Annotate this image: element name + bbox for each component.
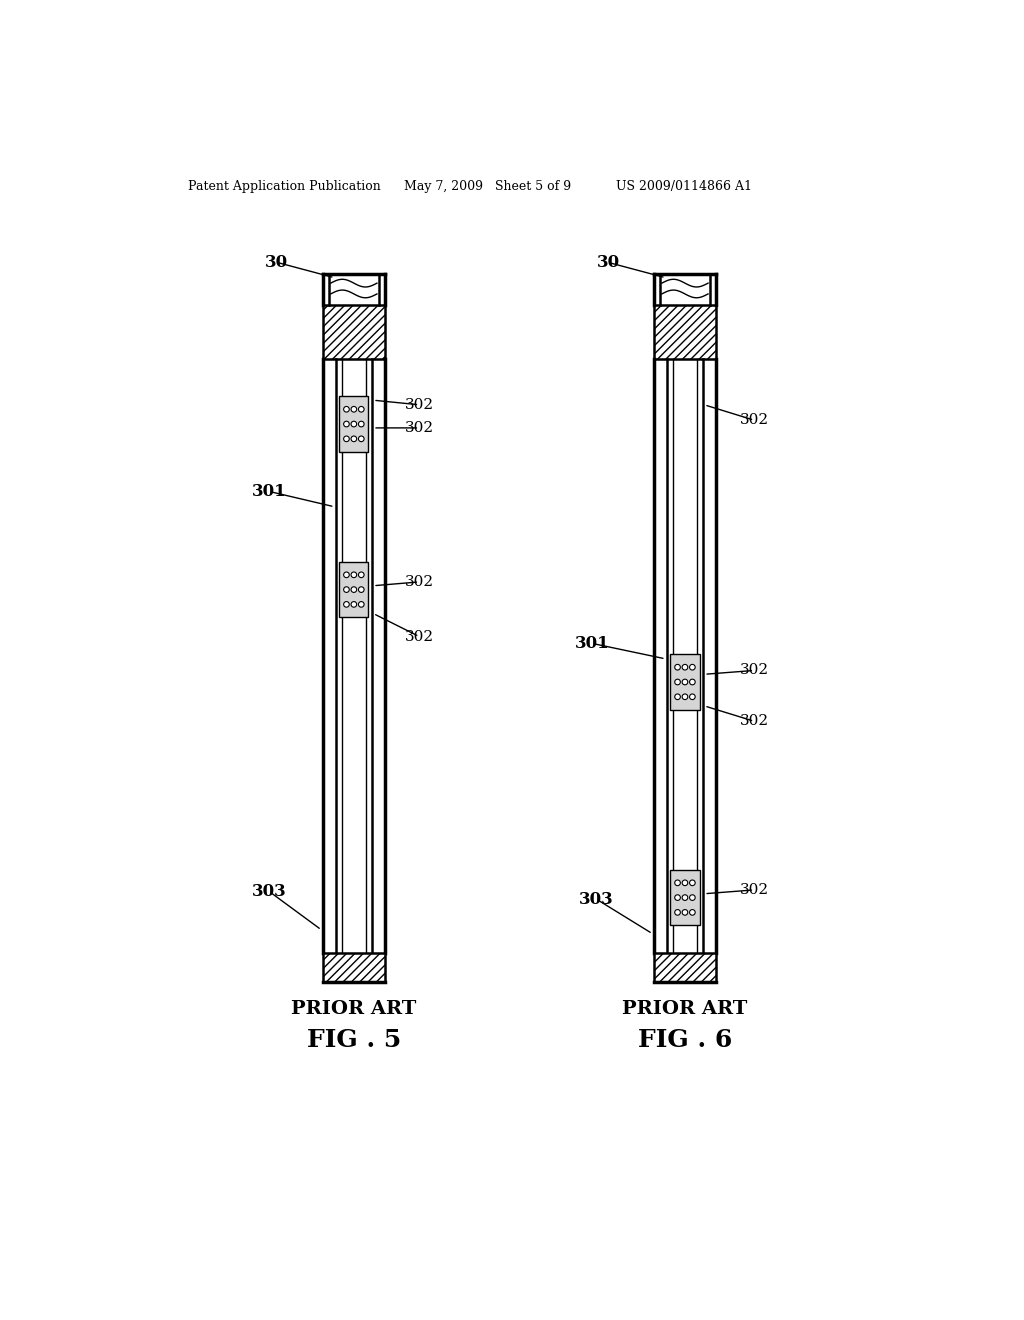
Text: 302: 302 — [739, 664, 769, 677]
Circle shape — [675, 880, 680, 886]
Circle shape — [675, 909, 680, 915]
Text: US 2009/0114866 A1: US 2009/0114866 A1 — [615, 181, 752, 194]
Circle shape — [358, 572, 365, 578]
Bar — [339, 396, 369, 451]
Text: PRIOR ART: PRIOR ART — [291, 1001, 417, 1018]
Circle shape — [682, 664, 688, 671]
Circle shape — [675, 694, 680, 700]
Circle shape — [682, 694, 688, 700]
Bar — [654, 953, 716, 982]
Circle shape — [358, 436, 365, 442]
Circle shape — [358, 407, 365, 412]
Bar — [671, 655, 699, 710]
Circle shape — [689, 664, 695, 671]
Bar — [702, 305, 716, 359]
Text: 302: 302 — [739, 883, 769, 896]
Text: 30: 30 — [596, 253, 620, 271]
Circle shape — [344, 436, 349, 442]
Circle shape — [689, 694, 695, 700]
Circle shape — [351, 436, 356, 442]
Circle shape — [344, 602, 349, 607]
Circle shape — [344, 421, 349, 426]
Bar — [671, 870, 699, 925]
Circle shape — [344, 587, 349, 593]
Bar — [323, 305, 336, 359]
Bar — [323, 305, 385, 359]
Circle shape — [675, 664, 680, 671]
Circle shape — [689, 909, 695, 915]
Text: Patent Application Publication: Patent Application Publication — [188, 181, 381, 194]
Text: 301: 301 — [252, 483, 287, 500]
Circle shape — [682, 680, 688, 685]
Circle shape — [351, 407, 356, 412]
Circle shape — [358, 587, 365, 593]
Text: 302: 302 — [404, 576, 434, 589]
Circle shape — [351, 572, 356, 578]
Text: FIG . 6: FIG . 6 — [638, 1028, 732, 1052]
Circle shape — [351, 602, 356, 607]
Circle shape — [358, 602, 365, 607]
Circle shape — [689, 680, 695, 685]
Bar — [654, 305, 668, 359]
Circle shape — [689, 880, 695, 886]
Text: 302: 302 — [404, 630, 434, 644]
Circle shape — [675, 895, 680, 900]
Circle shape — [675, 680, 680, 685]
Circle shape — [351, 587, 356, 593]
Bar — [339, 562, 369, 618]
Text: May 7, 2009   Sheet 5 of 9: May 7, 2009 Sheet 5 of 9 — [403, 181, 571, 194]
Circle shape — [682, 909, 688, 915]
Bar — [372, 305, 385, 359]
Circle shape — [682, 895, 688, 900]
Bar — [323, 953, 385, 982]
Circle shape — [689, 895, 695, 900]
Circle shape — [344, 407, 349, 412]
Text: 302: 302 — [739, 413, 769, 428]
Text: 302: 302 — [739, 714, 769, 729]
Circle shape — [358, 421, 365, 426]
Text: 303: 303 — [579, 891, 613, 908]
Text: 301: 301 — [575, 635, 610, 652]
Circle shape — [344, 572, 349, 578]
Text: 30: 30 — [265, 253, 289, 271]
Text: PRIOR ART: PRIOR ART — [623, 1001, 748, 1018]
Bar — [654, 305, 716, 359]
Text: 303: 303 — [252, 883, 287, 900]
Text: 302: 302 — [404, 421, 434, 434]
Circle shape — [682, 880, 688, 886]
Text: 302: 302 — [404, 397, 434, 412]
Circle shape — [351, 421, 356, 426]
Text: FIG . 5: FIG . 5 — [307, 1028, 401, 1052]
